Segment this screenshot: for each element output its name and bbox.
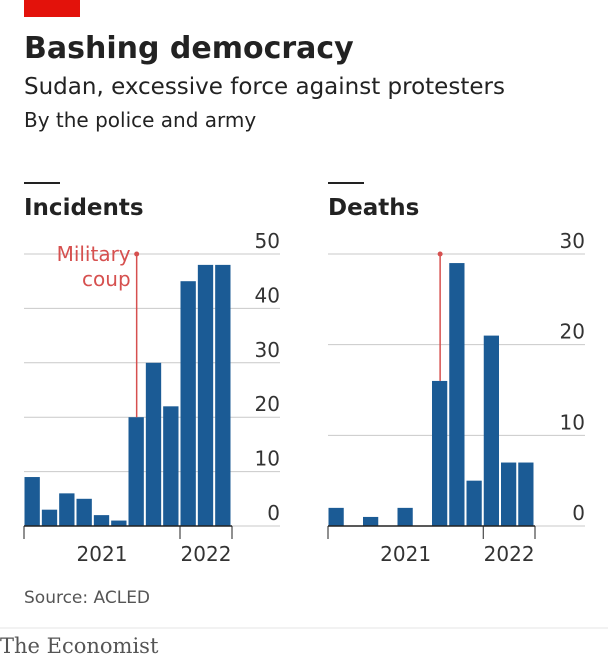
bar — [24, 477, 40, 526]
bar — [328, 507, 344, 526]
bar — [180, 281, 196, 526]
bar — [41, 509, 58, 526]
bar — [449, 263, 465, 526]
bar — [483, 335, 499, 526]
y-tick-label: 0 — [267, 501, 280, 525]
panel-title: Incidents — [24, 195, 144, 221]
x-group-label: 2021 — [380, 542, 431, 566]
y-tick-label: 10 — [560, 410, 585, 434]
bar — [145, 362, 162, 526]
panel-title: Deaths — [328, 195, 419, 221]
bar — [111, 520, 127, 526]
y-tick-label: 30 — [560, 229, 585, 253]
annotation-text: coup — [82, 267, 131, 291]
y-tick-label: 10 — [255, 447, 280, 471]
bar — [363, 516, 379, 526]
bar — [163, 406, 179, 526]
y-tick-label: 50 — [255, 229, 280, 253]
y-tick-label: 0 — [572, 501, 585, 525]
bar — [128, 417, 144, 526]
source: Source: ACLED — [24, 588, 150, 608]
annotation-dot — [437, 251, 443, 257]
bar — [59, 493, 75, 526]
bar — [397, 507, 413, 526]
y-tick-label: 30 — [255, 338, 280, 362]
brand-tag — [24, 0, 80, 17]
bar — [501, 462, 517, 526]
y-tick-label: 40 — [255, 283, 280, 307]
x-group-label: 2022 — [484, 542, 535, 566]
y-tick-label: 20 — [560, 320, 585, 344]
y-tick-label: 20 — [255, 392, 280, 416]
annotation-text: Military — [57, 242, 131, 266]
bar — [197, 264, 214, 526]
title: Bashing democracy — [24, 31, 354, 66]
annotation-dot — [134, 251, 140, 257]
footer: The Economist — [0, 634, 159, 658]
bar — [215, 264, 231, 526]
subtitle: Sudan, excessive force against protester… — [24, 74, 505, 100]
bar — [93, 515, 110, 526]
x-group-label: 2021 — [77, 542, 128, 566]
bar — [518, 462, 534, 526]
bar — [466, 480, 482, 526]
x-group-label: 2022 — [181, 542, 232, 566]
note: By the police and army — [24, 108, 256, 132]
bar — [76, 498, 92, 526]
bar — [432, 380, 448, 526]
